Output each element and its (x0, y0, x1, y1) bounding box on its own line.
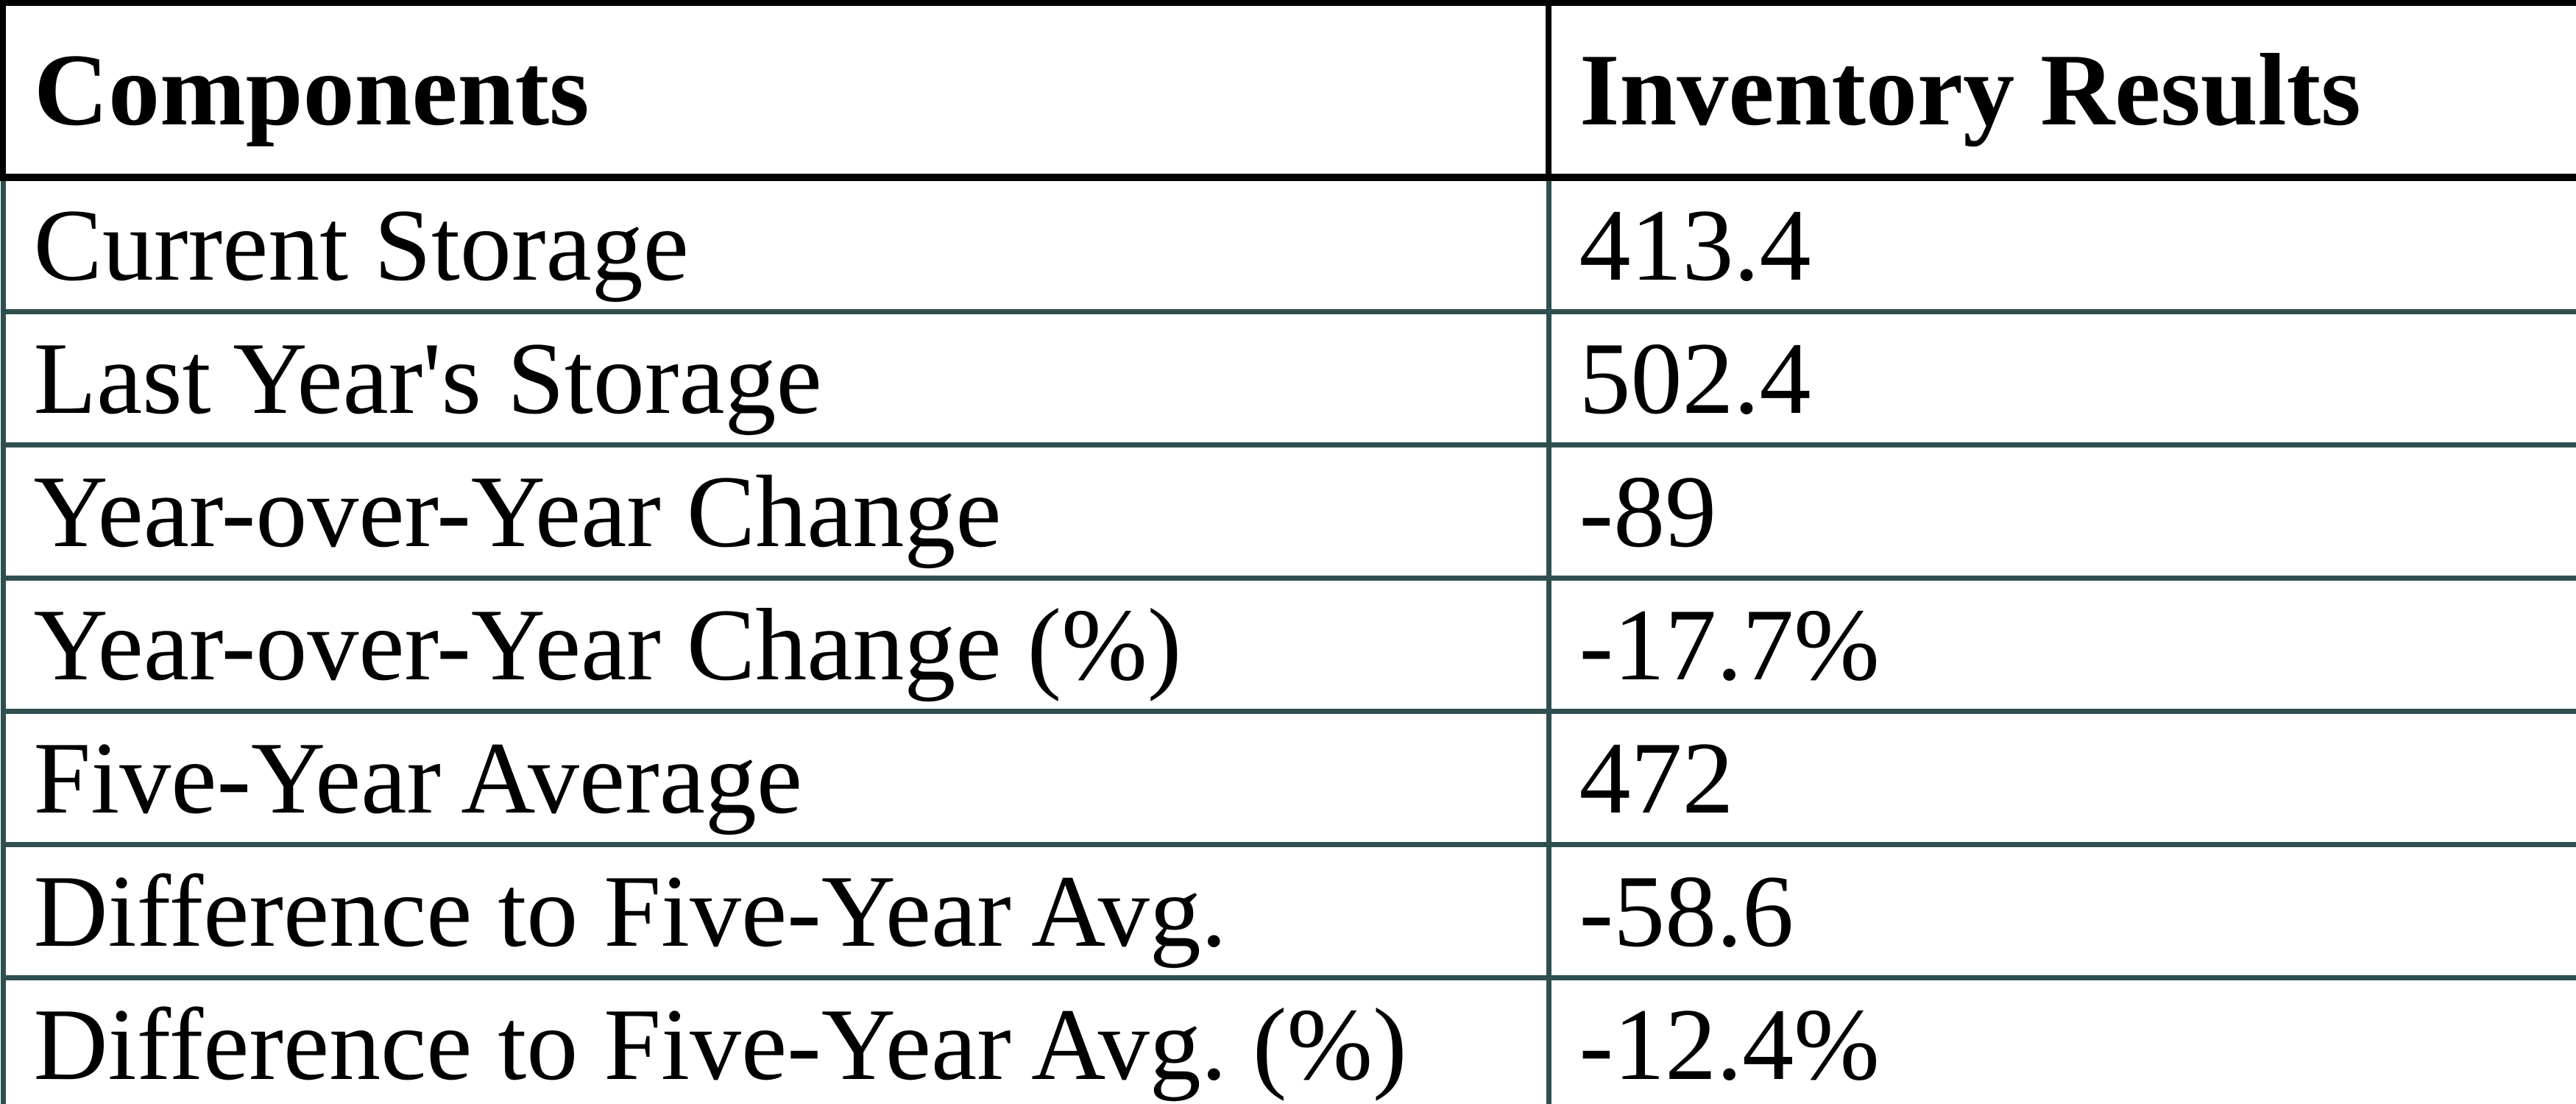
table-row: Year-over-Year Change (%) -17.7% (0, 576, 2576, 714)
component-name-cell: Difference to Five-Year Avg. (0, 842, 1551, 980)
table-row: Difference to Five-Year Avg. -58.6 (0, 842, 2576, 980)
table-row: Current Storage 413.4 (0, 174, 2576, 314)
table-header: Components Inventory Results (0, 0, 2576, 181)
table-row: Five-Year Average 472 (0, 709, 2576, 847)
inventory-value-cell: -17.7% (1546, 576, 2576, 714)
table-row: Difference to Five-Year Avg. (%) -12.4% (0, 975, 2576, 1104)
component-name-cell: Difference to Five-Year Avg. (%) (0, 975, 1551, 1104)
inventory-value-cell: 472 (1546, 709, 2576, 847)
component-name-cell: Last Year's Storage (0, 309, 1551, 447)
component-name-cell: Year-over-Year Change (0, 442, 1551, 581)
inventory-value-cell: 413.4 (1546, 174, 2576, 314)
inventory-value-cell: -58.6 (1546, 842, 2576, 980)
header-cell-inventory-results: Inventory Results (1546, 0, 2576, 181)
inventory-value-cell: -12.4% (1546, 975, 2576, 1104)
inventory-value-cell: 502.4 (1546, 309, 2576, 447)
header-row: Components Inventory Results (0, 0, 2576, 181)
component-name-cell: Current Storage (0, 174, 1551, 314)
component-name-cell: Year-over-Year Change (%) (0, 576, 1551, 714)
component-name-cell: Five-Year Average (0, 709, 1551, 847)
table-row: Last Year's Storage 502.4 (0, 309, 2576, 447)
table-body: Current Storage 413.4 Last Year's Storag… (0, 174, 2576, 1104)
header-cell-components: Components (0, 0, 1551, 181)
inventory-value-cell: -89 (1546, 442, 2576, 581)
table-row: Year-over-Year Change -89 (0, 442, 2576, 581)
